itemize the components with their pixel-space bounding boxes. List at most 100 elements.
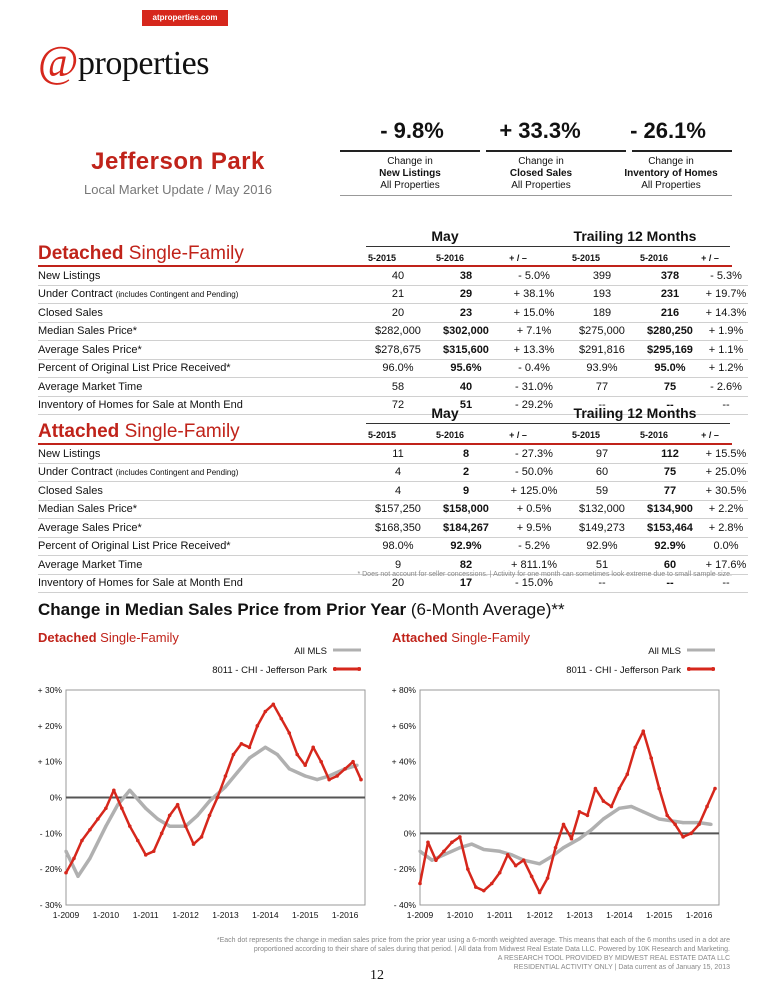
table-row: Inventory of Homes for Sale at Month End… [38,396,748,415]
series-area-point [705,804,709,809]
series-area-point [88,827,92,832]
series-area-point [159,831,164,836]
attached-table: New Listings 11 8 - 27.3% 97 112 + 15.5% Under … [38,445,748,593]
table-cell: + 38.1% [513,288,555,301]
series-area-point [64,870,68,875]
table-cell: 378 [660,269,680,282]
table-cell: + 1.2% [708,362,744,375]
series-all-mls-point [589,828,594,832]
series-all-mls-point [430,858,434,862]
stat-new-listings-value: - 9.8% [380,118,444,143]
series-all-mls-point [538,862,542,866]
table-cell: 77 [595,380,609,393]
series-area-point [434,858,438,863]
legend-marker [357,667,361,671]
table-cell: 4 [394,484,402,497]
x-tick-label: 1-2015 [292,910,319,920]
series-all-mls-point [629,804,633,809]
brand-logo: @properties [38,36,209,87]
row-label-text: Inventory of Homes for Sale at Month End [38,399,243,412]
x-tick-label: 1-2011 [487,910,513,920]
series-all-mls-point [315,777,319,782]
table-row: Average Sales Price* $278,675 $315,600 + 13… [38,341,748,359]
series-area-point [287,731,292,735]
legend-marker [333,667,337,671]
table-cell: $291,816 [579,343,625,356]
table-cell: 60 [663,558,677,571]
y-tick-label: - 20% [40,864,63,874]
row-label-text: Closed Sales [38,306,103,319]
series-all-mls-point [247,756,251,760]
table-cell: - 29.2% [515,399,553,412]
table-row: Closed Sales 20 23 + 15.0% 189 216 + 14.3% [38,304,748,322]
series-area-point [665,813,669,818]
row-label-note: (includes Contingent and Pending) [115,290,239,300]
table-cell: + 15.5% [705,447,747,460]
series-all-mls-point [76,874,80,878]
row-label: New Listings [38,267,364,285]
row-label: Average Market Time [38,556,364,575]
series-area-point [151,849,156,854]
row-label: Closed Sales [38,482,364,501]
row-label-text: Average Market Time [38,380,143,393]
series-all-mls-point [418,849,422,853]
series-all-mls-point [470,842,474,846]
page-number: 12 [370,968,384,983]
table-row: Under Contract (includes Contingent and … [38,285,748,304]
series-all-mls-point [168,824,172,828]
series-all-mls-point [641,810,645,814]
table-cell: + 9.5% [516,521,552,534]
table-cell: + 13.3% [513,343,555,356]
col-header: 5-2016 [435,430,465,440]
series-area-point [247,745,252,750]
series-all-mls-point [144,806,148,810]
row-label-note: (includes Contingent and Pending) [115,468,239,478]
series-area-point [311,745,315,750]
row-label: Percent of Original List Price Received* [38,537,364,556]
series-area-point [545,876,550,880]
logo-word: properties [78,45,209,82]
y-tick-label: + 20% [392,793,417,803]
table-cell: - 5.3% [710,269,742,282]
series-all-mls-point [498,849,502,853]
series-area-point [127,824,132,828]
table-cell: 8 [462,447,470,460]
detached-chart: All MLS 8011 - CHI - Jefferson Park + 30% +… [38,646,366,920]
series-area-point [553,845,558,850]
series-all-mls-point [104,824,108,828]
site-tag[interactable]: atproperties.com [142,10,228,26]
row-label: Under Contract (includes Contingent and … [38,285,364,304]
detached-table: New Listings 40 38 - 5.0% 399 378 - 5.3% Under … [38,267,748,415]
series-area-point [231,752,236,757]
series-area-point [450,840,454,845]
col-header: 5-2016 [639,430,669,440]
x-tick-label: 1-2010 [447,910,474,920]
x-tick-label: 1-2009 [407,910,434,920]
stat-divider [486,150,626,152]
row-label-text: New Listings [38,269,101,282]
table-cell: 20 [391,577,405,590]
group-header-trailing: Trailing 12 Months [573,405,697,421]
attached-chart-title: Attached Single-Family [392,630,530,645]
table-cell: 92.9% [450,540,482,553]
legend-label: 8011 - CHI - Jefferson Park [566,665,681,676]
series-all-mls-point [601,817,605,821]
row-label: Inventory of Homes for Sale at Month End [38,574,364,593]
table-cell: $134,900 [647,503,693,516]
table-cell: 95.0% [654,362,686,375]
series-area-point [418,881,422,886]
table-cell: + 2.8% [708,521,744,534]
y-tick-label: - 40% [394,900,417,910]
series-area-point [489,881,494,886]
series-area-point [335,774,339,778]
table-cell: -- [722,577,730,590]
table-cell: 40 [391,269,405,282]
series-area-point [120,806,124,811]
stat-bottom-rule [340,195,732,196]
y-tick-label: + 60% [392,721,417,731]
detached-chart-title: Detached Single-Family [38,630,179,645]
series-all-mls-point [235,770,240,775]
series-area-point [657,786,661,791]
series-all-mls-point [207,799,212,803]
table-row: Percent of Original List Price Received*… [38,359,748,378]
